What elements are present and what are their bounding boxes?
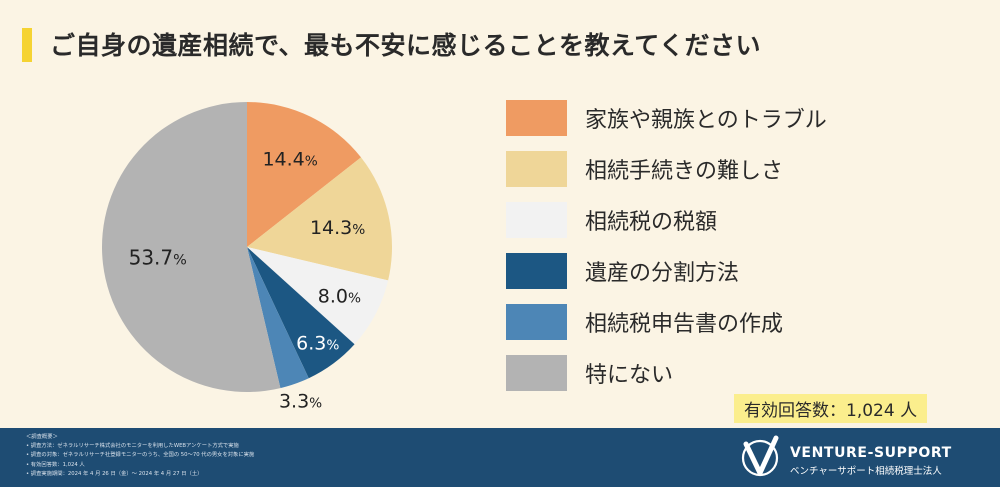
legend-label: 相続手続きの難しさ <box>585 159 784 184</box>
data-label: 14.4% <box>262 148 317 170</box>
legend-item: 相続手続きの難しさ <box>506 151 827 187</box>
data-label: 6.3% <box>296 333 339 355</box>
pie-slice <box>247 247 309 389</box>
logo-icon <box>741 435 779 477</box>
respondent-count: 有効回答数：1,024 人 <box>734 394 928 423</box>
legend-label: 相続税申告書の作成 <box>585 312 784 337</box>
legend-label: 遺産の分割方法 <box>585 261 740 286</box>
logo-subtitle: ベンチャーサポート相続税理士法人 <box>790 466 942 477</box>
survey-note: • 調査実施期間：2024 年 4 月 26 日（金）～ 2024 年 4 月 … <box>26 470 203 477</box>
data-label: 3.3% <box>279 390 322 412</box>
legend-item: 特にない <box>506 355 827 391</box>
legend-swatch <box>506 304 567 340</box>
legend-item: 相続税の税額 <box>506 202 827 238</box>
legend-swatch <box>506 100 567 136</box>
legend-swatch <box>506 202 567 238</box>
legend-label: 特にない <box>585 363 674 388</box>
footer: ＜調査概要＞ • 調査方法：ゼネラルリサーチ株式会社のモニターを利用したWEBア… <box>0 428 1000 487</box>
legend-label: 家族や親族とのトラブル <box>585 108 827 133</box>
data-label: 14.3% <box>310 217 365 239</box>
chart-title: ご自身の遺産相続で、最も不安に感じることを教えてください <box>50 31 762 60</box>
logo-name: VENTURE-SUPPORT <box>790 445 952 461</box>
pie-slice <box>247 102 362 247</box>
survey-note: ＜調査概要＞ <box>26 434 58 440</box>
data-label: 53.7% <box>129 245 187 269</box>
legend-swatch <box>506 151 567 187</box>
title-accent-bar <box>22 28 32 62</box>
legend-swatch <box>506 253 567 289</box>
pie-slice <box>247 247 389 345</box>
legend-label: 相続税の税額 <box>585 210 718 235</box>
data-label: 8.0% <box>318 286 361 308</box>
pie-slice <box>247 247 355 379</box>
legend-item: 家族や親族とのトラブル <box>506 100 827 136</box>
pie-chart: 14.4% 14.3% 8.0% 6.3% 3.3% 53.7% <box>102 102 392 412</box>
legend: 家族や親族とのトラブル 相続手続きの難しさ 相続税の税額 遺産の分割方法 相続税… <box>506 100 827 406</box>
pie-slice <box>247 157 392 281</box>
survey-notes: ＜調査概要＞ • 調査方法：ゼネラルリサーチ株式会社のモニターを利用したWEBア… <box>26 433 254 479</box>
legend-item: 相続税申告書の作成 <box>506 304 827 340</box>
survey-note: • 有効回答数：1,024 人 <box>26 461 85 468</box>
survey-note: • 調査方法：ゼネラルリサーチ株式会社のモニターを利用したWEBアンケート方式で… <box>26 443 239 450</box>
legend-item: 遺産の分割方法 <box>506 253 827 289</box>
survey-note: • 調査の対象：ゼネラルリサーチ社登録モニターのうち、全国の 50～70 代の男… <box>26 452 255 459</box>
pie-slice <box>102 102 281 392</box>
legend-swatch <box>506 355 567 391</box>
